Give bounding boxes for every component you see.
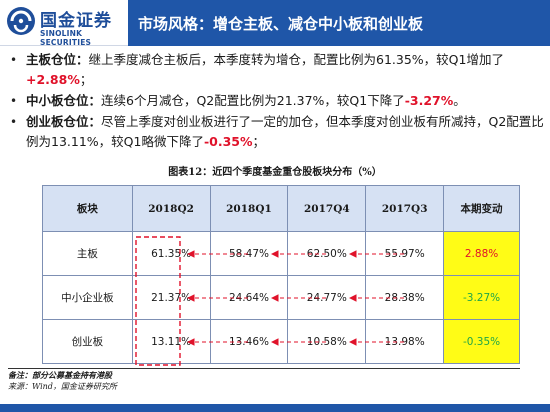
source-notes: 备注：部分公募基金持有港股 来源：Wind，国金证券研究所 (8, 370, 117, 392)
notes-divider (8, 368, 520, 369)
bullet-tail: ； (79, 72, 93, 87)
bullet-main-board: • 主板仓位：继上季度减仓主板后，本季度转为增仓，配置比例为61.35%，较Q1… (10, 50, 545, 90)
column-header: 本期变动 (443, 185, 520, 232)
bullet-highlight: -0.35% (203, 134, 253, 149)
bottom-bar (0, 404, 550, 412)
row-label: 创业板 (42, 319, 133, 364)
bullet-tail: 。 (453, 93, 466, 108)
column-header: 板块 (42, 185, 133, 232)
table-cell: 61.35% (131, 231, 211, 276)
column-header: 2017Q4 (287, 185, 367, 232)
column-header: 2017Q3 (365, 185, 445, 232)
table-cell: 28.38% (365, 275, 445, 320)
table-cell: 13.98% (365, 319, 445, 364)
slide-header: 国金证券 SINOLINK SECURITIES 市场风格：增仓主板、减仓中小板… (0, 0, 550, 47)
logo: 国金证券 SINOLINK SECURITIES (0, 0, 128, 47)
slide-title: 市场风格：增仓主板、减仓中小板和创业板 (138, 14, 424, 33)
bullet-list: • 主板仓位：继上季度减仓主板后，本季度转为增仓，配置比例为61.35%，较Q1… (10, 50, 545, 153)
bullet-dot-icon: • (10, 94, 18, 108)
bullet-highlight: +2.88% (26, 72, 80, 87)
source-line: 来源：Wind，国金证券研究所 (8, 382, 117, 391)
table-cell: 10.58% (287, 319, 367, 364)
row-label: 主板 (42, 231, 133, 276)
table-cell: 21.37% (131, 275, 211, 320)
bullet-dot-icon: • (10, 115, 18, 129)
table-row: 创业板 13.11% 13.46% 10.58% 13.98% -0.35% (42, 319, 520, 364)
table-row: 中小企业板 21.37% 24.64% 24.77% 28.38% -3.27% (42, 275, 520, 320)
bullet-sme-board: • 中小板仓位：连续6个月减仓，Q2配置比例为21.37%，较Q1下降了-3.2… (10, 91, 545, 111)
sector-allocation-table: 板块 2018Q2 2018Q1 2017Q4 2017Q3 本期变动 主板 6… (42, 185, 520, 364)
table-cell: 13.11% (131, 319, 211, 364)
sinolink-logo-icon (7, 7, 35, 35)
bullet-label: 主板仓位： (26, 52, 89, 67)
row-label: 中小企业板 (42, 275, 133, 320)
table-cell: 62.50% (287, 231, 367, 276)
bullet-label: 中小板仓位： (26, 93, 102, 108)
table-cell: 55.97% (365, 231, 445, 276)
bullet-text: 继上季度减仓主板后，本季度转为增仓，配置比例为61.35%，较Q1增加了 (88, 52, 504, 67)
note-line: 备注：部分公募基金持有港股 (8, 370, 112, 380)
table-cell: 24.64% (209, 275, 289, 320)
bullet-text: 尽管上季度对创业板进行了一定的加仓，但本季度对创业板有所减持，Q2配置比例为13… (26, 114, 544, 149)
bullet-tail: ； (252, 134, 266, 149)
change-cell: -0.35% (443, 319, 520, 364)
table-title: 图表12：近四个季度基金重仓股板块分布（%） (168, 167, 382, 178)
table-row: 主板 61.35% 58.47% 62.50% 55.97% 2.88% (42, 231, 520, 276)
title-bar: 市场风格：增仓主板、减仓中小板和创业板 (128, 0, 550, 46)
bullet-chinext-board: • 创业板仓位：尽管上季度对创业板进行了一定的加仓，但本季度对创业板有所减持，Q… (10, 112, 545, 152)
column-header: 2018Q2 (131, 185, 211, 232)
table-cell: 58.47% (209, 231, 289, 276)
bullet-highlight: -3.27% (404, 93, 454, 108)
change-cell: -3.27% (443, 275, 520, 320)
table-header-row: 板块 2018Q2 2018Q1 2017Q4 2017Q3 本期变动 (42, 185, 520, 232)
table-cell: 24.77% (287, 275, 367, 320)
table-cell: 13.46% (209, 319, 289, 364)
logo-cn-text: 国金证券 (40, 11, 112, 31)
bullet-label: 创业板仓位： (26, 114, 102, 129)
bullet-text: 连续6个月减仓，Q2配置比例为21.37%，较Q1下降了 (101, 93, 405, 108)
bullet-dot-icon: • (10, 53, 18, 67)
logo-en-text: SINOLINK SECURITIES (40, 29, 92, 47)
column-header: 2018Q1 (209, 185, 289, 232)
change-cell: 2.88% (443, 231, 520, 276)
